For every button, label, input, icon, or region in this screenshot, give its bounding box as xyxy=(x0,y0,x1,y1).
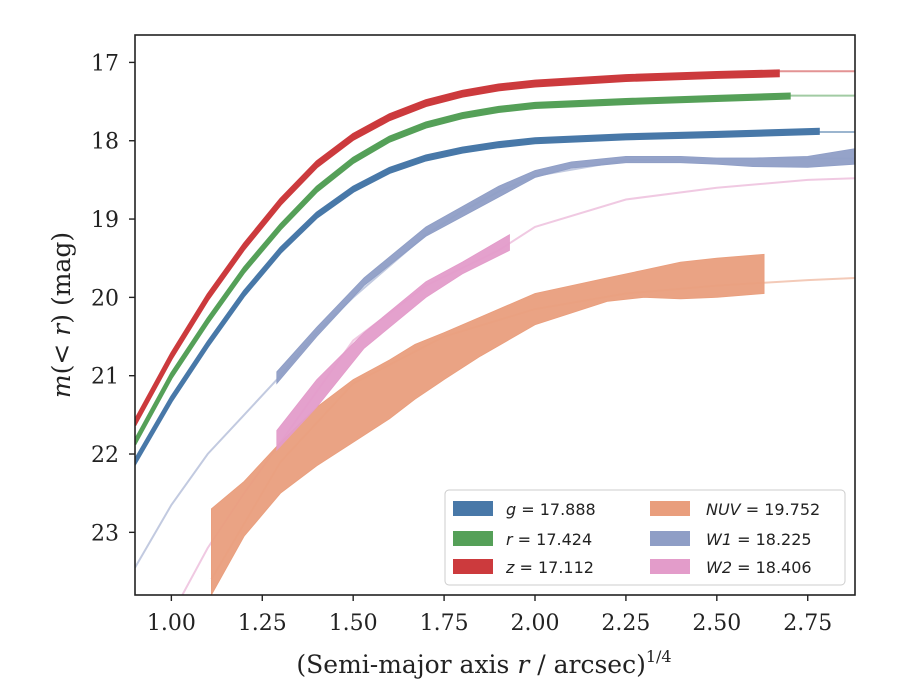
legend-value: = 18.225 xyxy=(732,530,812,549)
legend-var: g xyxy=(506,500,516,519)
legend-label-r: r = 17.424 xyxy=(506,530,592,549)
y-axis-title: m(< r) (mag) xyxy=(47,232,76,398)
y-tick-label: 17 xyxy=(91,51,119,76)
x-axis-exponent: 1/4 xyxy=(646,647,672,666)
legend-value: = 19.752 xyxy=(741,500,821,519)
x-tick-label: 1.00 xyxy=(147,611,196,636)
legend-swatch-g xyxy=(453,501,493,516)
x-tick-label: 2.00 xyxy=(511,611,560,636)
legend-swatch-w1 xyxy=(650,531,690,546)
x-tick-label: 1.75 xyxy=(420,611,469,636)
x-tick-label: 1.50 xyxy=(329,611,378,636)
x-tick-label: 2.50 xyxy=(692,611,741,636)
legend-var: NUV xyxy=(706,500,742,519)
y-tick-label: 22 xyxy=(91,443,119,468)
legend-label-z: z = 17.112 xyxy=(505,558,594,577)
y-tick-label: 19 xyxy=(91,208,119,233)
x-tick-label: 2.25 xyxy=(601,611,650,636)
chart: 1.00 1.25 1.50 1.75 2.00 2.25 2.50 2.75 17 18 19 20… xyxy=(0,0,900,700)
legend-value: = 18.406 xyxy=(732,558,812,577)
x-tick-label: 2.75 xyxy=(783,611,832,636)
legend-value: = 17.888 xyxy=(516,500,596,519)
legend-swatch-w2 xyxy=(650,559,690,574)
legend-swatch-r xyxy=(453,531,493,546)
legend: g = 17.888 r = 17.424 z = 17.112 NUV = 19.7… xyxy=(445,490,845,585)
legend-var: W2 xyxy=(706,558,732,577)
y-tick-label: 21 xyxy=(91,365,119,390)
legend-swatch-z xyxy=(453,559,493,574)
x-axis-title-prefix: (Semi-major axis xyxy=(296,650,517,679)
y-tick-label: 18 xyxy=(91,130,119,155)
y-tick-label: 20 xyxy=(91,286,119,311)
legend-label-nuv: NUV = 19.752 xyxy=(706,500,820,519)
legend-swatch-nuv xyxy=(650,501,690,516)
legend-value: = 17.424 xyxy=(513,530,593,549)
legend-value: = 17.112 xyxy=(514,558,594,577)
y-tick-label: 23 xyxy=(91,521,119,546)
legend-var: W1 xyxy=(706,530,732,549)
legend-label-w2: W2 = 18.406 xyxy=(706,558,812,577)
x-axis-title-suffix: / arcsec) xyxy=(529,650,646,679)
y-axis-title-unit: ) (mag) xyxy=(47,232,76,324)
x-axis-title: (Semi-major axis r / arcsec)1/4 xyxy=(296,647,671,679)
legend-label-g: g = 17.888 xyxy=(506,500,596,519)
legend-label-w1: W1 = 18.225 xyxy=(706,530,812,549)
y-axis-title-m: m xyxy=(47,374,76,398)
x-tick-label: 1.25 xyxy=(238,611,287,636)
y-axis-title-paren: (< xyxy=(47,336,76,375)
